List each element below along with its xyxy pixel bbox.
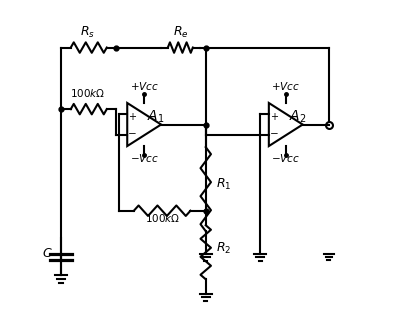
Text: $A_2$: $A_2$ xyxy=(289,109,306,125)
Text: $R_2$: $R_2$ xyxy=(216,241,231,256)
Text: $-$: $-$ xyxy=(269,127,279,137)
Text: +: + xyxy=(128,112,136,122)
Text: $R_e$: $R_e$ xyxy=(173,25,189,40)
Text: $-$: $-$ xyxy=(127,127,137,137)
Text: $R_1$: $R_1$ xyxy=(216,177,231,192)
Text: $100k\Omega$: $100k\Omega$ xyxy=(70,87,105,99)
Text: $+Vcc$: $+Vcc$ xyxy=(130,80,159,92)
Text: $R_s$: $R_s$ xyxy=(80,25,95,40)
Text: $+Vcc$: $+Vcc$ xyxy=(271,80,300,92)
Text: $-Vcc$: $-Vcc$ xyxy=(271,152,300,164)
Text: $A_1$: $A_1$ xyxy=(147,109,165,125)
Text: $C$: $C$ xyxy=(42,247,53,260)
Text: $-Vcc$: $-Vcc$ xyxy=(130,152,159,164)
Text: $100k\Omega$: $100k\Omega$ xyxy=(145,212,180,224)
Text: +: + xyxy=(270,112,278,122)
